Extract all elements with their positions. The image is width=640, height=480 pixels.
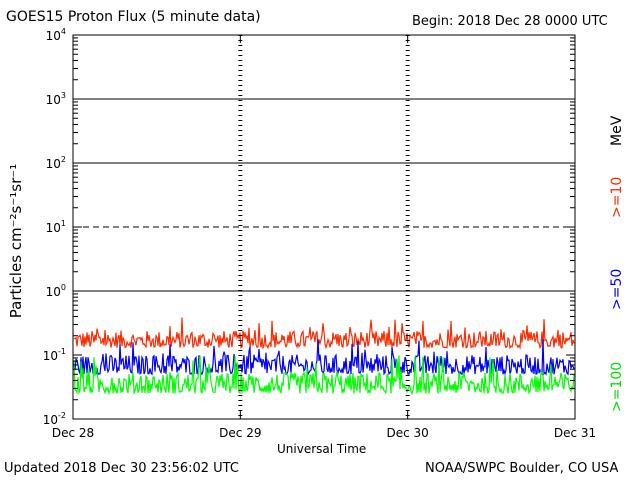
legend-series-10: >=10 xyxy=(609,176,625,218)
chart-title: GOES15 Proton Flux (5 minute data) xyxy=(6,9,261,25)
y-tick-label-2: 100 xyxy=(46,283,66,299)
x-tick-label-2: Dec 30 xyxy=(387,426,429,440)
updated-timestamp: Updated 2018 Dec 30 23:56:02 UTC xyxy=(4,461,239,476)
credit-text: NOAA/SWPC Boulder, CO USA xyxy=(425,461,619,476)
begin-time: Begin: 2018 Dec 28 0000 UTC xyxy=(412,14,608,29)
y-tick-label-6: 104 xyxy=(46,27,66,43)
y-tick-label-5: 103 xyxy=(46,91,66,107)
legend-series-100: >=100 xyxy=(609,361,625,412)
series-line-0 xyxy=(73,317,575,350)
y-tick-label-1: 10-1 xyxy=(43,347,66,363)
x-axis-label: Universal Time xyxy=(277,442,367,456)
x-tick-label-1: Dec 29 xyxy=(219,426,261,440)
y-axis-label: Particles cm⁻²s⁻¹sr⁻¹ xyxy=(7,163,25,319)
y-tick-label-3: 101 xyxy=(46,219,66,235)
y-tick-label-4: 102 xyxy=(46,155,66,171)
series-line-2 xyxy=(73,355,575,396)
legend-energy-unit: MeV xyxy=(609,115,625,146)
x-tick-label-3: Dec 31 xyxy=(554,426,596,440)
y-tick-label-0: 10-2 xyxy=(43,411,66,427)
legend-series-50: >=50 xyxy=(609,268,625,310)
x-tick-label-0: Dec 28 xyxy=(52,426,94,440)
